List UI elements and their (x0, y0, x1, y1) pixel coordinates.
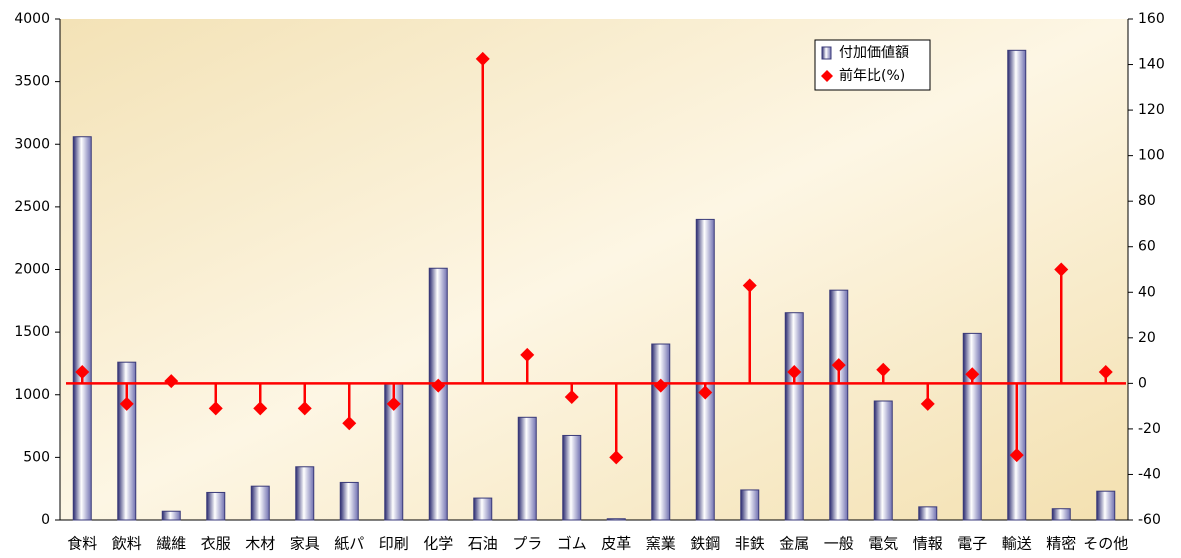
bar (1007, 49, 1027, 521)
diamond-marker (920, 396, 935, 411)
bar (250, 485, 270, 521)
x-tick-label: 鉄鋼 (690, 535, 720, 553)
x-tick-label: 石油 (468, 535, 498, 553)
y-tick-label: 2500 (14, 199, 50, 215)
bar (562, 434, 582, 521)
diamond-marker (431, 378, 446, 393)
bar (1051, 508, 1071, 521)
y2-tick-label: -20 (1138, 421, 1161, 437)
x-tick-label: 窯業 (646, 535, 676, 553)
diamond-marker (965, 367, 980, 382)
diamond-marker (520, 347, 535, 362)
diamond-marker (253, 401, 268, 416)
y2-tick-label: 160 (1138, 11, 1165, 27)
x-tick-label: 非鉄 (735, 535, 765, 553)
diamond-marker (698, 385, 713, 400)
legend-box (814, 39, 931, 91)
diamond-marker (1098, 364, 1113, 379)
y-tick-label: 500 (23, 449, 50, 465)
diamond-marker (609, 450, 624, 465)
x-tick-label: 化学 (423, 535, 453, 553)
diamond-marker (75, 364, 90, 379)
y-tick-label: 1500 (14, 324, 50, 340)
diamond-marker (208, 401, 223, 416)
y-tick-label: 3000 (14, 136, 50, 152)
diamond-marker (787, 364, 802, 379)
bar (339, 481, 359, 521)
x-tick-label: 一般 (824, 535, 854, 553)
diamond-marker (386, 396, 401, 411)
bar (517, 416, 537, 521)
bar (651, 343, 671, 521)
x-tick-label: 飲料 (112, 535, 142, 553)
bar (72, 136, 92, 521)
x-tick-label: 印刷 (379, 535, 409, 553)
y2-tick-label: 40 (1138, 284, 1156, 300)
bar (161, 510, 181, 521)
x-tick-label: ゴム (557, 535, 587, 553)
x-tick-label: 電気 (868, 535, 898, 553)
bar (962, 332, 982, 521)
x-tick-label: 情報 (913, 535, 943, 553)
diamond-marker (831, 358, 846, 373)
y2-tick-label: 80 (1138, 193, 1156, 209)
bar (1096, 490, 1116, 521)
y2-tick-label: 20 (1138, 330, 1156, 346)
y2-tick-label: 120 (1138, 102, 1165, 118)
y2-tick-label: 60 (1138, 239, 1156, 255)
y2-tick-label: 140 (1138, 57, 1165, 73)
x-tick-label: その他 (1083, 535, 1128, 553)
x-tick-label: プラ (512, 535, 542, 553)
diamond-marker (342, 416, 357, 431)
y2-tick-label: -40 (1138, 466, 1161, 482)
legend-label: 前年比(%) (839, 67, 905, 84)
bar (606, 518, 626, 521)
bar (473, 497, 493, 521)
diamond-marker (119, 396, 134, 411)
bar (695, 218, 715, 521)
y2-tick-label: 100 (1138, 148, 1165, 164)
y2-tick-label: 0 (1138, 375, 1147, 391)
diamond-marker (1009, 448, 1024, 463)
diamond-marker (653, 378, 668, 393)
diamond-marker (564, 390, 579, 405)
x-tick-label: 木材 (245, 535, 275, 553)
y-tick-label: 3500 (14, 74, 50, 90)
legend-label: 付加価値額 (839, 45, 909, 61)
x-tick-label: 紙パ (334, 535, 364, 553)
bar (873, 400, 893, 521)
x-tick-label: 衣服 (201, 535, 231, 553)
bar (784, 312, 804, 521)
bar (295, 466, 315, 521)
x-tick-label: 金属 (779, 535, 809, 553)
bar (206, 491, 226, 521)
legend-marker (821, 46, 832, 60)
bar (829, 289, 849, 521)
diamond-marker (742, 278, 757, 293)
y-tick-label: 1000 (14, 387, 50, 403)
y-tick-label: 2000 (14, 262, 50, 278)
x-tick-label: 精密 (1046, 535, 1076, 553)
diamond-marker (1054, 262, 1069, 277)
x-tick-label: 繊維 (156, 535, 186, 553)
x-tick-label: 皮革 (601, 535, 631, 553)
bar (428, 267, 448, 521)
bar (740, 489, 760, 521)
plot-area (60, 19, 1128, 520)
bar (918, 506, 938, 521)
diamond-marker (297, 401, 312, 416)
y-tick-label: 4000 (14, 11, 50, 27)
y-tick-label: 0 (41, 512, 50, 528)
x-tick-label: 食料 (67, 535, 97, 553)
x-tick-label: 輸送 (1002, 535, 1032, 553)
legend-marker (821, 70, 833, 82)
diamond-marker (876, 362, 891, 377)
diamond-marker (164, 374, 179, 389)
x-tick-label: 電子 (957, 535, 987, 553)
diamond-marker (475, 51, 490, 66)
y2-tick-label: -60 (1138, 512, 1161, 528)
x-tick-label: 家具 (290, 535, 320, 553)
